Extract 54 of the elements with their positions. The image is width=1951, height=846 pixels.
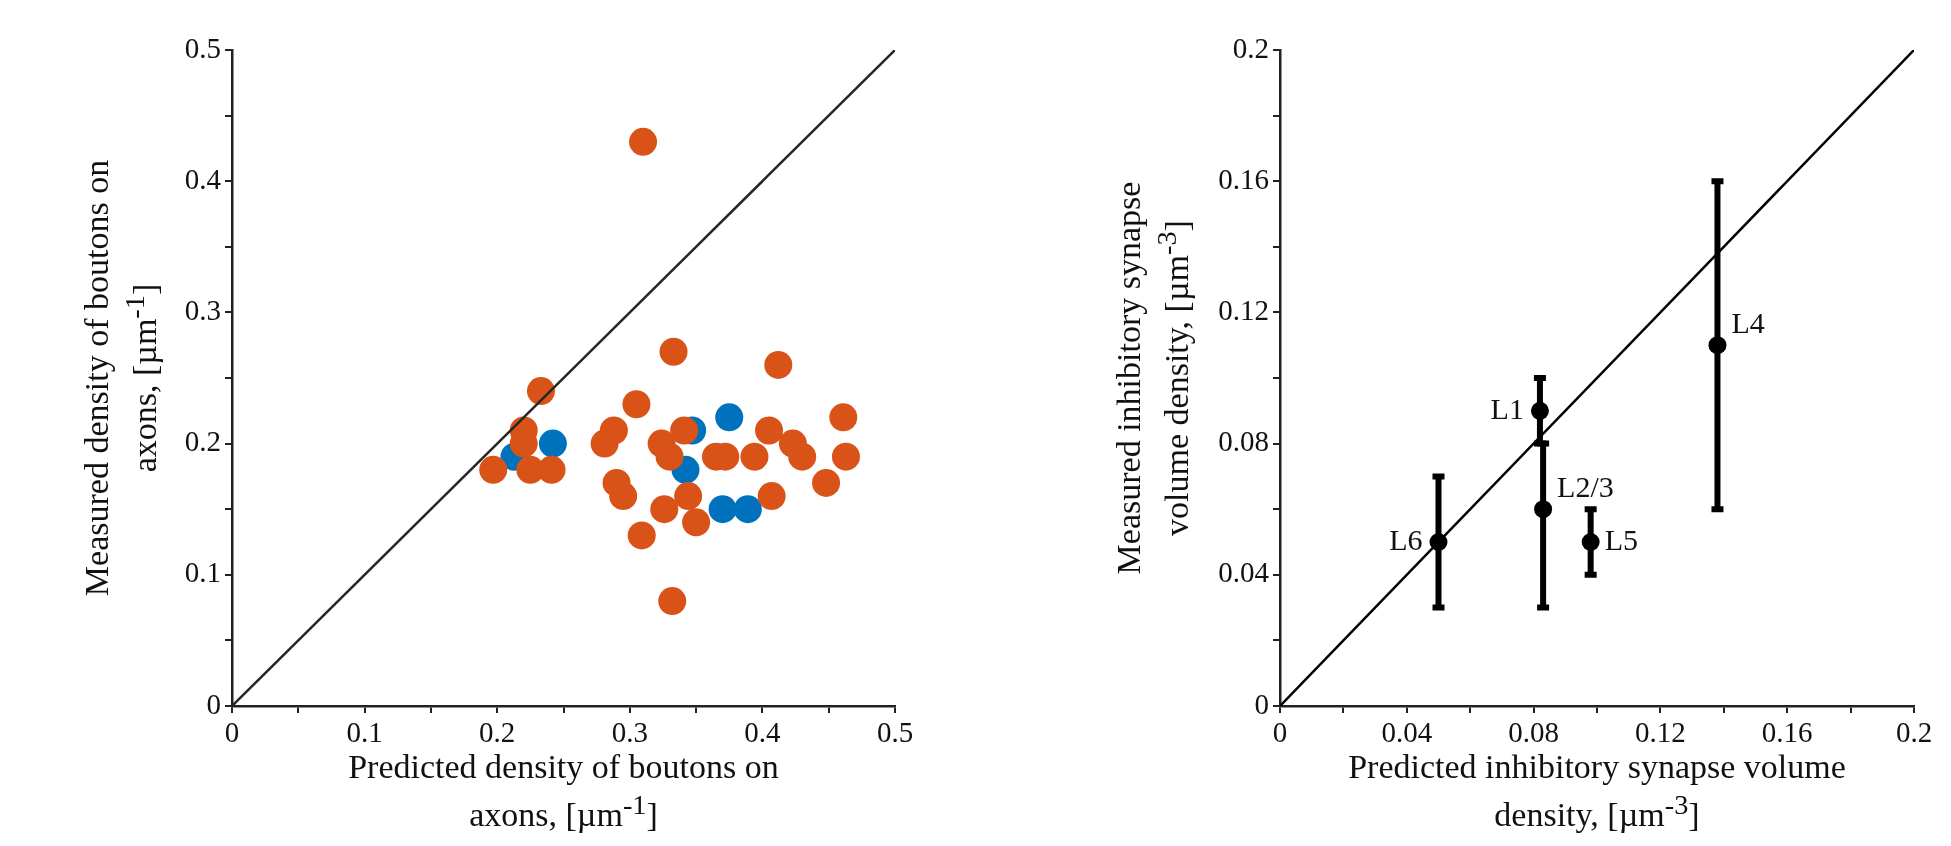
point [629,127,658,156]
point [708,495,737,524]
point [622,390,651,419]
point [650,495,679,524]
x-tick-label: 0.08 [1508,716,1559,749]
point [715,403,744,432]
point [538,429,567,458]
point [764,350,793,379]
x-tick-label: 0.16 [1761,716,1813,749]
point [831,442,860,471]
y-tick-label: 0.04 [1218,556,1270,589]
point [590,429,619,458]
point [755,416,784,445]
point [627,521,656,550]
y-tick-label: 0.08 [1218,425,1269,458]
y-tick-label: 0.2 [184,425,221,458]
y-tick-label: 0.5 [184,31,221,64]
y-tick-label: 0.12 [1218,294,1269,327]
point [812,468,841,497]
x-tick-label: 0.2 [1895,716,1933,749]
x-tick-label: 0.12 [1635,716,1686,749]
point [655,442,684,471]
x-tick-label: 0.5 [876,716,914,749]
point [829,403,858,432]
y-tick-label: 0.2 [1232,31,1269,64]
y-tick-label: 0 [206,687,221,720]
x-axis-title: Predicted density of boutons on axons, [µm$^{-1}$] [347,748,780,835]
x-tick-label: 0.4 [744,716,782,749]
point [733,495,762,524]
point [658,587,687,616]
point [674,482,703,511]
x-axis-title: Predicted inhibitory synapse volume density, [µm$^{-3}$] [1347,748,1847,835]
y-tick-label: 0.16 [1218,162,1269,195]
point [609,482,638,511]
point [479,455,508,484]
point [788,442,817,471]
annotation: L4 [1731,306,1765,340]
x-tick-label: 0.3 [611,716,648,749]
point [659,337,688,366]
y-tick-label: 0.4 [184,162,222,195]
annotation: L5 [1604,522,1638,556]
x-tick-label: 0.1 [346,716,383,749]
point [740,442,769,471]
x-tick-label: 0.2 [479,716,516,749]
annotation: L1 [1490,391,1524,425]
y-tick-label: 0.3 [184,294,221,327]
point [757,482,786,511]
point [670,416,699,445]
x-tick-label: 0.04 [1381,716,1433,749]
point [682,508,711,537]
y-tick-label: 0.1 [184,556,221,589]
annotation: L6 [1389,522,1423,556]
annotation: L2/3 [1557,470,1614,504]
y-tick-label: 0 [1254,687,1269,720]
